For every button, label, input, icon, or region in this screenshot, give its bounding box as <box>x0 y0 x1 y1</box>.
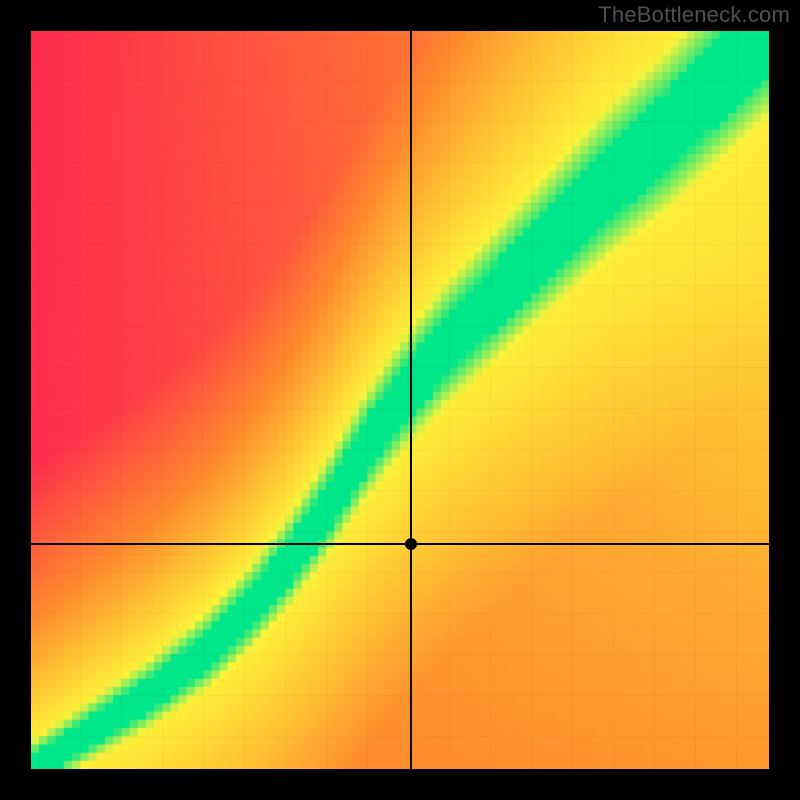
marker-dot <box>405 538 417 550</box>
heatmap-canvas <box>31 31 769 769</box>
crosshair-vertical <box>410 31 411 769</box>
crosshair-horizontal <box>31 543 769 544</box>
plot-area <box>31 31 769 769</box>
watermark-text: TheBottleneck.com <box>598 2 790 28</box>
